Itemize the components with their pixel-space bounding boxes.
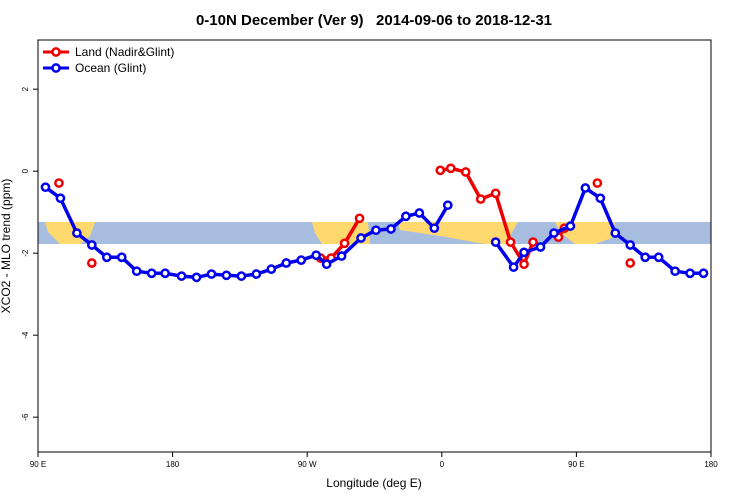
data-point	[336, 251, 347, 261]
data-point	[160, 268, 170, 279]
data-point	[592, 178, 603, 188]
data-point	[490, 188, 501, 199]
data-point	[442, 200, 453, 211]
data-point	[429, 223, 440, 234]
data-point	[595, 193, 606, 204]
legend-marker	[51, 47, 61, 57]
data-point	[460, 167, 471, 177]
x-axis-label: Longitude (deg E)	[326, 476, 421, 490]
y-axis-label: XCO2 - MLO trend (ppm)	[0, 179, 13, 314]
y-tick-label: 2	[21, 86, 30, 91]
data-point	[528, 237, 538, 247]
data-point	[321, 259, 332, 270]
data-point	[435, 165, 446, 176]
data-point	[535, 242, 546, 252]
data-point	[386, 224, 396, 234]
data-point	[625, 240, 636, 250]
x-tick-label: 90 E	[30, 460, 46, 469]
data-point	[508, 262, 519, 272]
data-point	[445, 163, 456, 174]
data-point	[221, 270, 232, 281]
data-point	[625, 258, 636, 268]
data-point	[40, 182, 51, 193]
data-point	[311, 250, 322, 261]
data-point	[206, 269, 217, 279]
data-point	[610, 228, 621, 238]
data-point	[101, 252, 112, 263]
data-point	[356, 233, 366, 243]
data-point	[251, 269, 262, 279]
x-tick-label: 90 W	[298, 460, 317, 469]
x-tick-label: 0	[440, 460, 445, 469]
x-tick-label: 180	[704, 460, 718, 469]
data-point	[490, 237, 501, 247]
y-tick-label: 0	[21, 168, 30, 173]
data-point	[401, 211, 411, 222]
data-point	[698, 268, 709, 279]
data-point	[86, 258, 97, 268]
data-point	[653, 252, 664, 263]
data-point	[116, 252, 127, 263]
y-tick-label: -4	[21, 331, 30, 339]
x-tick-label: 180	[166, 460, 180, 469]
plot-frame	[37, 39, 712, 453]
y-tick-label: -6	[21, 413, 30, 421]
data-point	[371, 225, 381, 236]
data-point	[519, 247, 529, 258]
legend-label: Ocean (Glint)	[75, 61, 146, 75]
data-point	[565, 221, 576, 231]
data-point	[685, 268, 695, 279]
chart-title: 0-10N December (Ver 9) 2014-09-06 to 201…	[196, 12, 552, 29]
data-point	[191, 272, 202, 283]
data-point	[146, 268, 157, 279]
legend-label: Land (Nadir&Glint)	[75, 45, 174, 59]
data-point	[266, 264, 277, 275]
data-point	[236, 271, 247, 281]
data-point	[72, 228, 82, 238]
data-point	[670, 266, 680, 277]
data-point	[519, 259, 529, 270]
data-point	[339, 238, 350, 249]
data-point	[281, 258, 292, 268]
y-tick-label: -2	[21, 249, 30, 257]
data-point	[131, 266, 142, 277]
data-point	[549, 228, 559, 238]
legend-marker	[51, 63, 61, 73]
data-point	[86, 240, 97, 250]
data-point	[414, 208, 425, 218]
data-point	[54, 178, 64, 188]
data-point	[505, 237, 516, 247]
data-point	[640, 252, 651, 263]
x-tick-label: 90 E	[568, 460, 584, 469]
data-point	[580, 183, 591, 193]
data-point	[176, 271, 187, 281]
data-point	[354, 213, 365, 224]
data-point	[55, 193, 66, 204]
series-line	[321, 168, 631, 264]
data-point	[296, 255, 307, 265]
data-point	[475, 194, 486, 204]
